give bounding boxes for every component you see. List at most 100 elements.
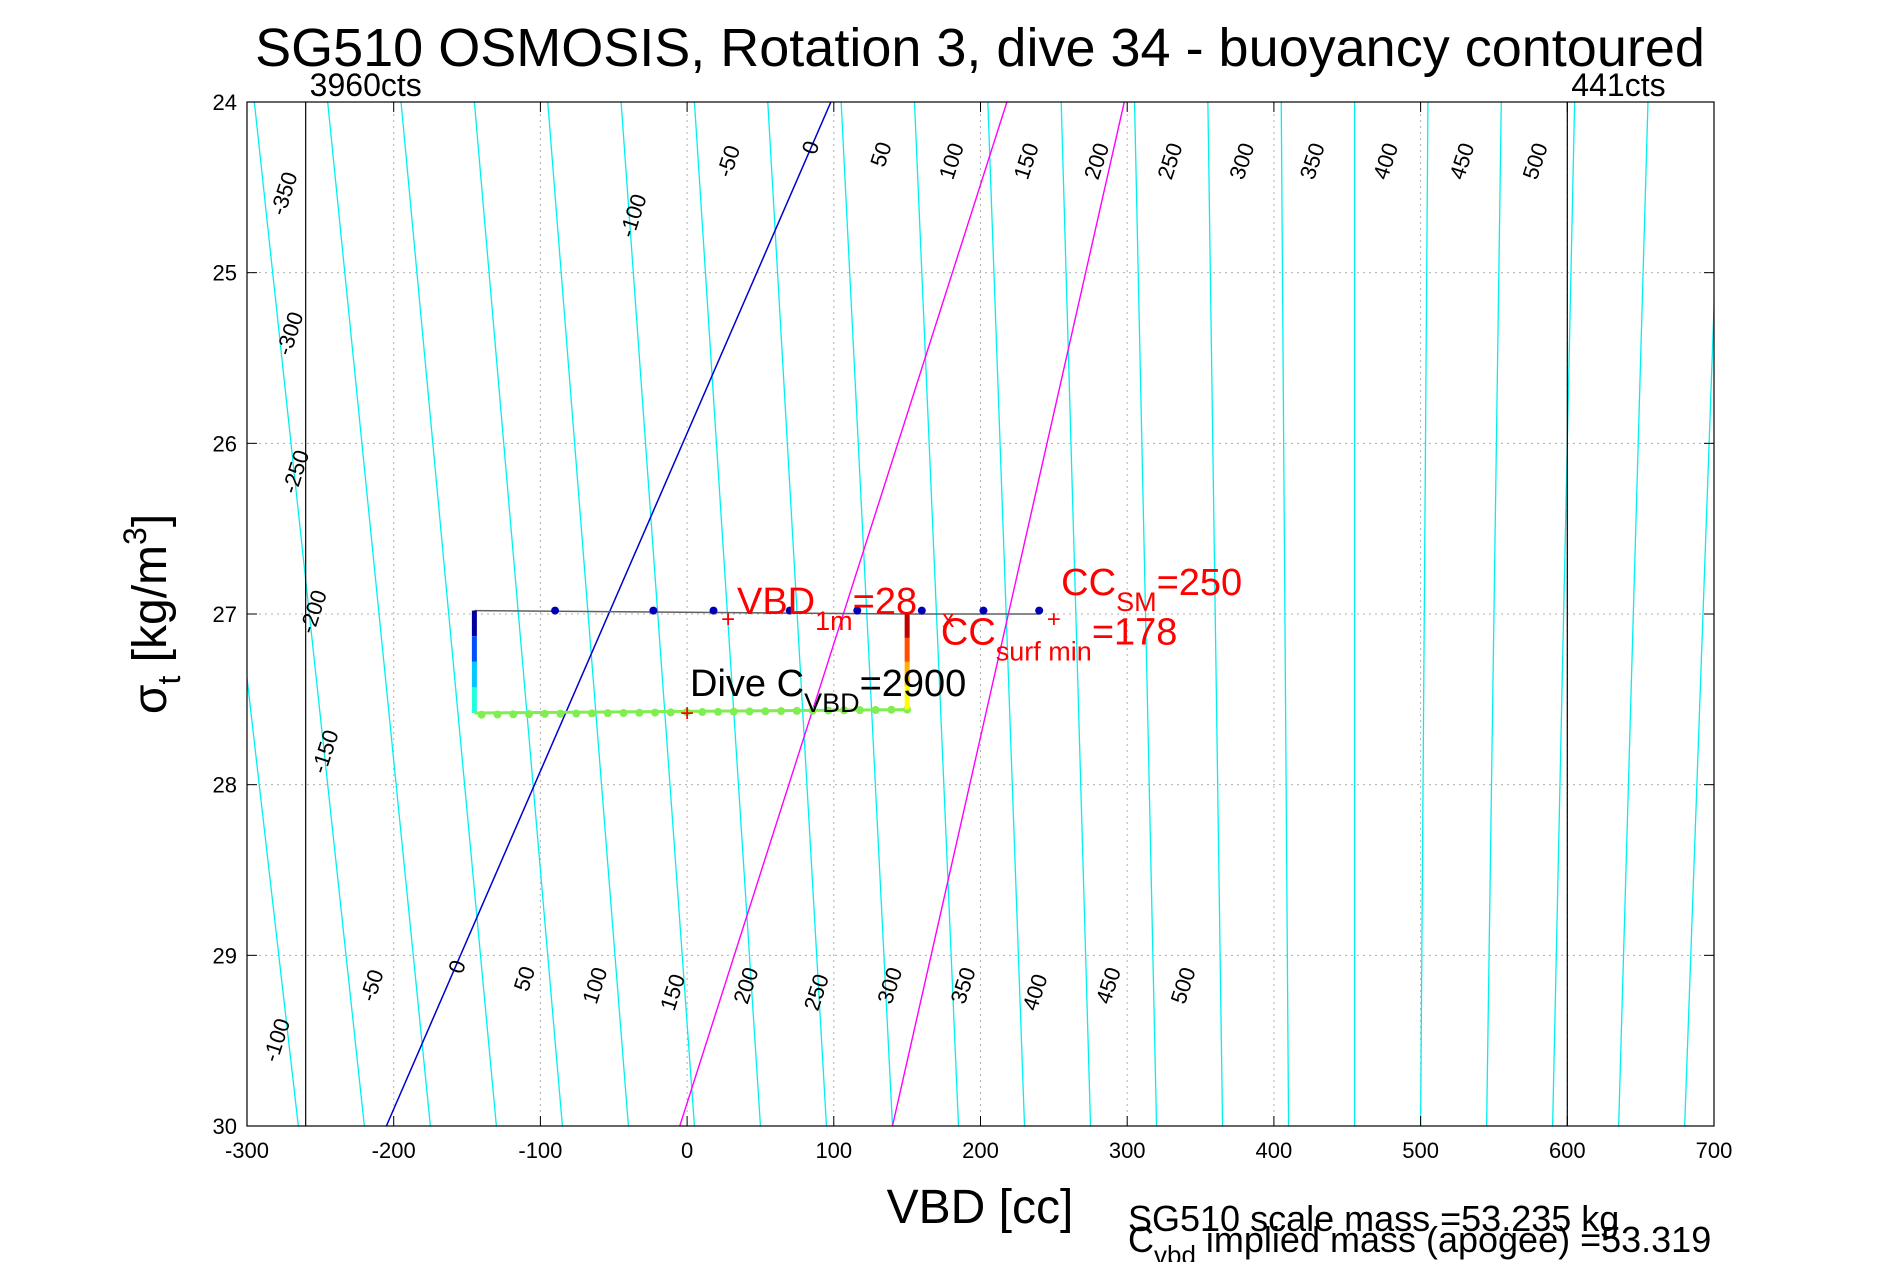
contour-label: 50 (865, 139, 896, 170)
contour-line (473, 102, 564, 1126)
x-tick-label: 100 (815, 1138, 852, 1163)
x-tick-label: 500 (1402, 1138, 1439, 1163)
bottom-point (509, 710, 518, 719)
x-tick-label: 700 (1696, 1138, 1733, 1163)
contour-label: -300 (271, 309, 308, 359)
bottom-point (651, 708, 660, 717)
surface-point (917, 606, 926, 615)
y-tick-label: 30 (213, 1114, 237, 1139)
x-tick-label: -200 (372, 1138, 416, 1163)
contour-line (253, 102, 366, 1126)
vbd-limit-label: 441cts (1571, 67, 1665, 103)
contour-label: -350 (265, 169, 302, 219)
contour-line (767, 102, 828, 1126)
surface-point (979, 606, 988, 615)
x-tick-label: -300 (225, 1138, 269, 1163)
bottom-point (855, 706, 864, 715)
surface-point (649, 606, 658, 615)
contour-label: 150 (655, 971, 690, 1014)
contour-label: 100 (577, 964, 612, 1007)
contour-label: -50 (712, 142, 746, 180)
x-tick-label: 200 (962, 1138, 999, 1163)
contour-label: 400 (1017, 971, 1052, 1014)
bottom-point (619, 708, 628, 717)
bottom-point (666, 708, 675, 717)
x-tick-label: -100 (518, 1138, 562, 1163)
reference-markers: + + x + (680, 606, 1061, 727)
vbd-limit-lines: 3960cts 441cts (305, 67, 1666, 1126)
bottom-point (714, 707, 723, 716)
contour-line (0, 102, 100, 1126)
contour-line (247, 672, 299, 1126)
contour-line (1133, 102, 1158, 1126)
contour-label: 200 (728, 964, 763, 1007)
contour-line (1617, 102, 1649, 1126)
contour-line-zero (385, 102, 832, 1126)
bottom-point (824, 706, 833, 715)
contour-line (1207, 102, 1224, 1126)
bottom-point (761, 707, 770, 716)
surface-point (551, 606, 560, 615)
bottom-point (887, 705, 896, 714)
x-axis-ticks: -300 -200 -100 0 100 200 300 400 500 600 700 (225, 102, 1732, 1163)
contour-line (327, 102, 432, 1126)
contour-line (1684, 288, 1714, 1126)
bottom-point (698, 708, 707, 717)
contour-label: 350 (946, 964, 981, 1007)
contour-label: -200 (295, 587, 332, 637)
contour-label: 0 (443, 957, 471, 976)
bottom-point (493, 710, 502, 719)
contour-label: 250 (799, 971, 834, 1014)
contour-line (1551, 102, 1576, 1126)
contour-line (400, 102, 498, 1126)
y-axis-ticks: 24 25 26 27 28 29 30 (213, 90, 1714, 1139)
bottom-point (840, 706, 849, 715)
implied-mass-footer: Cvbd implied mass (apogee) =53.319 (1128, 1219, 1711, 1262)
bottom-point (477, 710, 486, 719)
bottom-point (540, 709, 549, 718)
contour-label: 350 (1295, 140, 1330, 183)
x-tick-label: 400 (1256, 1138, 1293, 1163)
bottom-point (635, 708, 644, 717)
contour-label: -250 (277, 447, 314, 497)
scale-mass-footer: SG510 scale mass =53.235 kg (1128, 1198, 1619, 1239)
bottom-point (729, 707, 738, 716)
contour-label: 150 (1009, 140, 1044, 183)
contour-line (547, 102, 630, 1126)
y-tick-label: 26 (213, 431, 237, 456)
contour-line (1485, 102, 1502, 1126)
contour-label: 100 (934, 140, 969, 183)
bottom-point (572, 709, 581, 718)
contour-line (693, 102, 762, 1126)
surface-point (853, 606, 862, 615)
marker-dive-c-vbd: + (680, 700, 694, 727)
x-tick-label: 0 (681, 1138, 693, 1163)
x-tick-label: 600 (1549, 1138, 1586, 1163)
contour-line (1280, 102, 1290, 1126)
contour-line (1060, 102, 1092, 1126)
y-tick-label: 28 (213, 773, 237, 798)
contour-label: 0 (797, 138, 825, 157)
chart-title: SG510 OSMOSIS, Rotation 3, dive 34 - buo… (255, 18, 1705, 78)
annotation-cc: CCsurf min=178 (941, 612, 1178, 667)
contour-label: 50 (509, 963, 540, 994)
y-tick-label: 29 (213, 943, 237, 968)
annotation-cc: CCSM=250 (1061, 562, 1242, 617)
bottom-point (808, 706, 817, 715)
contour-label: 250 (1152, 140, 1187, 183)
bottom-point (777, 707, 786, 716)
bottom-point (603, 709, 612, 718)
contour-label: 450 (1444, 140, 1479, 183)
contour-line (0, 102, 34, 1126)
contour-label: -100 (614, 191, 651, 241)
contour-label: 500 (1166, 964, 1201, 1007)
contour-label: 200 (1079, 140, 1114, 183)
y-tick-label: 25 (213, 261, 237, 286)
vbd-limit-label: 3960cts (310, 67, 422, 103)
surface-point (785, 606, 794, 615)
contour-label: 400 (1368, 140, 1403, 183)
contour-label: -150 (306, 727, 343, 777)
marker-cc-surf-min: x (942, 606, 954, 633)
